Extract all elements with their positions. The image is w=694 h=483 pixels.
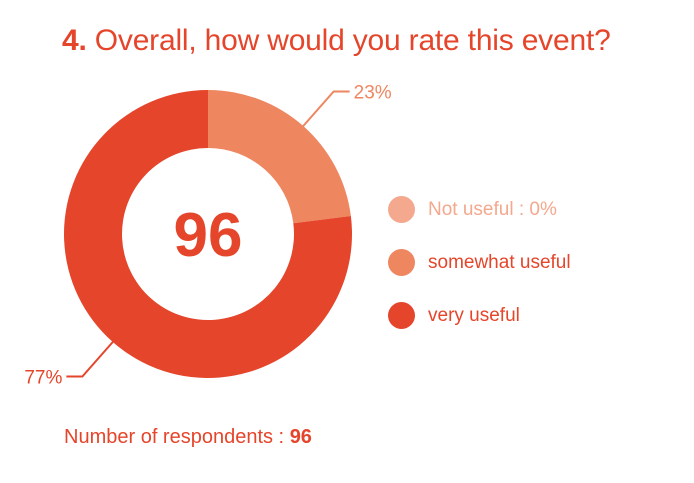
slice-label-somewhat-useful: 23%	[354, 82, 392, 103]
center-total-label: 96	[174, 201, 243, 270]
respondents-count: Number of respondents : 96	[64, 426, 312, 449]
legend-item: somewhat useful	[388, 249, 571, 276]
leader-line-very-useful	[66, 339, 115, 378]
legend-swatch	[388, 249, 415, 276]
respondents-label: Number of respondents :	[64, 426, 290, 448]
legend-label: Not useful : 0%	[428, 198, 557, 220]
legend-swatch	[388, 196, 415, 223]
legend-label: somewhat useful	[428, 251, 571, 273]
slice-label-very-useful: 77%	[24, 368, 62, 389]
chart-legend: Not useful : 0% somewhat useful very usefu…	[388, 196, 571, 355]
legend-swatch	[388, 302, 415, 329]
question-text: Overall, how would you rate this event?	[94, 24, 611, 57]
legend-item: Not useful : 0%	[388, 196, 571, 223]
donut-slice-somewhat-useful	[208, 90, 351, 224]
question-title: 4. Overall, how would you rate this even…	[62, 24, 611, 58]
leader-line-somewhat-useful	[301, 90, 350, 129]
question-number: 4.	[62, 24, 87, 57]
legend-item: very useful	[388, 302, 571, 329]
legend-label: very useful	[428, 304, 520, 326]
donut-slice-very-useful	[63, 90, 353, 378]
respondents-number: 96	[289, 426, 312, 448]
